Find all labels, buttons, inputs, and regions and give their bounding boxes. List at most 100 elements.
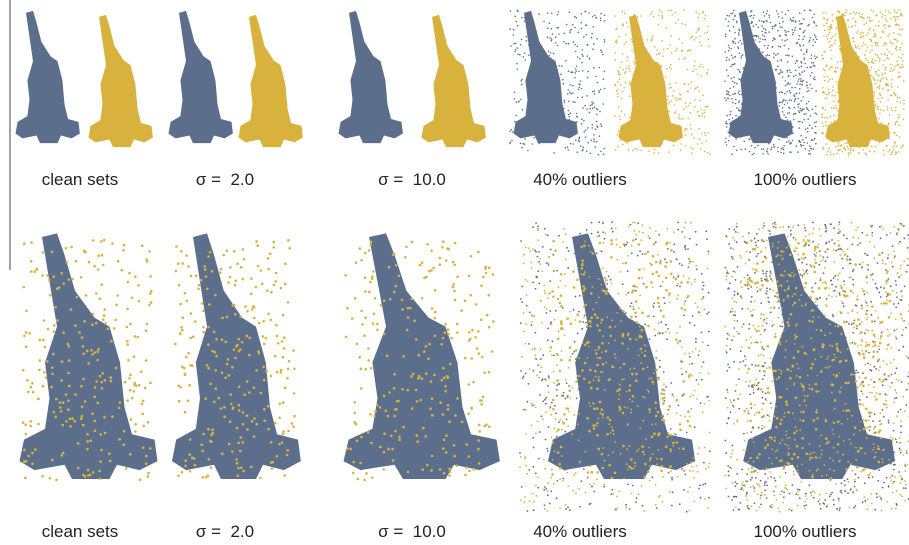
point <box>421 297 424 300</box>
point <box>812 222 814 224</box>
point <box>383 468 386 471</box>
point <box>579 58 581 60</box>
point <box>542 400 544 402</box>
point <box>617 134 619 136</box>
point <box>886 49 888 51</box>
point <box>842 367 844 369</box>
point <box>877 42 879 44</box>
point <box>229 420 232 423</box>
point <box>653 146 655 148</box>
point <box>30 241 33 244</box>
point <box>757 62 759 64</box>
point <box>492 320 495 323</box>
point <box>831 492 833 494</box>
point <box>869 51 871 53</box>
point <box>786 83 788 85</box>
point <box>546 262 548 264</box>
point <box>596 114 598 116</box>
point <box>839 35 841 37</box>
point <box>753 392 755 394</box>
point <box>623 478 625 480</box>
point <box>831 58 833 60</box>
point <box>407 307 410 310</box>
point <box>606 317 608 319</box>
point <box>782 147 784 149</box>
point <box>688 84 690 86</box>
point <box>614 85 616 87</box>
point <box>369 413 372 416</box>
point <box>649 227 651 229</box>
point <box>796 60 798 62</box>
point <box>805 504 807 506</box>
point <box>847 465 849 467</box>
point <box>655 435 657 437</box>
point <box>794 107 796 109</box>
point <box>688 105 690 107</box>
point <box>760 57 762 59</box>
point <box>535 103 537 105</box>
point <box>733 86 735 88</box>
point <box>799 83 801 85</box>
point <box>644 86 646 88</box>
point <box>896 490 898 492</box>
point <box>708 463 710 465</box>
point <box>229 276 232 279</box>
point <box>852 322 855 325</box>
point <box>207 255 210 258</box>
point <box>565 398 567 400</box>
point <box>815 126 817 128</box>
point <box>611 477 614 480</box>
model <box>89 15 153 147</box>
point <box>873 443 875 445</box>
point <box>705 106 707 108</box>
point <box>129 323 132 326</box>
point <box>867 117 869 119</box>
point <box>515 115 517 117</box>
point <box>789 90 791 92</box>
point <box>600 49 602 51</box>
point <box>771 147 773 149</box>
point <box>695 37 697 39</box>
point <box>680 94 682 96</box>
point <box>888 420 890 422</box>
point <box>622 333 625 336</box>
point <box>882 88 884 90</box>
point <box>753 72 755 74</box>
point <box>565 285 567 287</box>
point <box>726 126 728 128</box>
point <box>754 39 756 41</box>
point <box>888 422 890 424</box>
point <box>805 242 808 245</box>
point <box>419 399 422 402</box>
point <box>775 333 777 335</box>
point <box>592 252 595 255</box>
point <box>820 370 823 373</box>
point <box>419 264 422 267</box>
point <box>869 39 871 41</box>
point <box>278 417 281 420</box>
point <box>648 447 650 449</box>
point <box>878 123 880 125</box>
point <box>670 68 672 70</box>
point <box>617 146 619 148</box>
point <box>870 301 872 303</box>
point <box>574 72 576 74</box>
point <box>576 116 578 118</box>
point <box>766 287 768 289</box>
point <box>582 263 584 265</box>
point <box>643 283 645 285</box>
point <box>636 286 638 288</box>
point <box>558 330 560 332</box>
point <box>594 327 596 329</box>
point <box>826 97 828 99</box>
point <box>539 431 541 433</box>
point <box>829 68 831 70</box>
point <box>531 321 533 323</box>
point <box>581 369 584 372</box>
point <box>800 481 802 483</box>
point <box>822 107 824 109</box>
point <box>119 401 122 404</box>
point <box>30 386 33 389</box>
point <box>890 312 892 314</box>
point <box>875 443 877 445</box>
